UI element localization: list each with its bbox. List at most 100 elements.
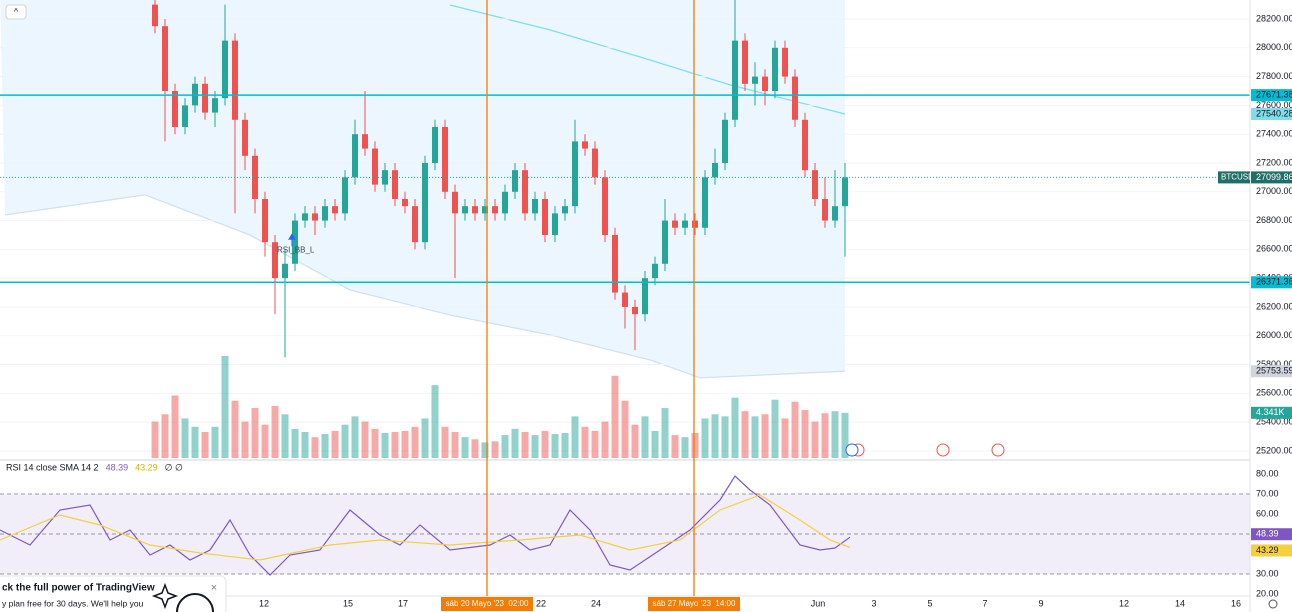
main-pane: RSI_BB_L: [0, 0, 1250, 458]
candle-body: [812, 170, 818, 199]
price-tick-label: 26000.00: [1256, 330, 1292, 340]
volume-bar: [341, 424, 349, 458]
candle-body: [202, 83, 208, 113]
volume-tag: [1251, 406, 1292, 419]
volume-bar: [581, 426, 589, 458]
candle-body: [302, 213, 308, 221]
volume-bar: [151, 421, 159, 458]
time-tick-label: 14: [1175, 598, 1185, 608]
rsi-line: [0, 494, 851, 561]
volume-bar: [321, 434, 329, 458]
candle-body: [452, 191, 458, 214]
candle-body: [742, 40, 748, 84]
volume-bar: [391, 431, 399, 458]
rsi-tick-label: 80.00: [1256, 468, 1279, 478]
collapse-icon[interactable]: ^: [14, 6, 19, 16]
volume-bar: [161, 414, 169, 458]
candle-body: [482, 206, 488, 214]
symbol-tag-label: BTCUSD: [1221, 173, 1254, 182]
bb-lower-tag: [1251, 365, 1292, 378]
volume-bar: [191, 426, 199, 458]
volume-bar: [241, 421, 249, 458]
rsi-tag: [1251, 544, 1292, 557]
candle-body: [502, 191, 508, 214]
candle-body: [332, 206, 338, 214]
candle-body: [782, 47, 788, 77]
rsi-tick-label: 70.00: [1256, 488, 1279, 498]
candle-body: [582, 141, 588, 149]
volume-bar: [251, 408, 259, 458]
candle-body: [232, 40, 238, 120]
candle-body: [432, 126, 438, 163]
price-tick-label: 28200.00: [1256, 13, 1292, 23]
candle-body: [642, 278, 648, 315]
rsi-legend: 43.29: [135, 462, 158, 472]
bb-lower-tag-label: 25753.59: [1256, 366, 1292, 376]
candle-body: [752, 76, 758, 84]
candle-body: [402, 198, 408, 207]
candle-body: [512, 170, 518, 192]
rsi-pane: [0, 475, 1250, 576]
candle-body: [422, 162, 428, 243]
volume-bar: [691, 433, 699, 458]
candle-body: [762, 76, 768, 91]
volume-bar: [651, 430, 659, 458]
volume-bar: [211, 426, 219, 458]
volume-bar: [471, 439, 479, 458]
volume-bar: [831, 411, 839, 458]
volume-bar: [711, 414, 719, 458]
volume-bar: [641, 416, 649, 458]
collapse-button[interactable]: [5, 4, 27, 20]
alert-label: RSI_BB_L: [277, 245, 315, 254]
price-tick-label: 26200.00: [1256, 301, 1292, 311]
volume-bar: [431, 385, 439, 458]
candle-body: [802, 119, 808, 171]
rsi-legend: RSI 14 close SMA 14 2: [6, 462, 99, 472]
candle-body: [352, 134, 358, 178]
candle-body: [392, 170, 398, 199]
candle-body: [592, 148, 598, 178]
volume-bar: [541, 430, 549, 458]
time-tick-label: 17: [398, 598, 408, 608]
promo-popup: [0, 575, 227, 612]
time-tick-label: 12: [1119, 598, 1129, 608]
rsi-tick-label: 30.00: [1256, 568, 1279, 578]
rsi-tag-label: 48.39: [1256, 529, 1279, 539]
candle-body: [172, 90, 178, 127]
rsi-legend: 48.39: [106, 462, 129, 472]
volume-bar: [841, 412, 849, 458]
last-price-tag: [1251, 171, 1292, 184]
candle-body: [412, 206, 418, 243]
volume-bar: [801, 410, 809, 458]
volume-bar: [591, 430, 599, 458]
volume-bar: [221, 355, 229, 458]
time-marker-tag: [648, 597, 740, 611]
event-icons: [845, 443, 1005, 457]
volume-bar: [511, 428, 519, 458]
volume-bar: [271, 405, 279, 458]
candle-body: [322, 206, 328, 221]
volume-bar: [571, 416, 579, 458]
price-tag: [1251, 276, 1292, 289]
candle-body: [792, 76, 798, 120]
promo-close[interactable]: ×: [211, 582, 217, 594]
price-tick-label: 27200.00: [1256, 157, 1292, 167]
candle-body: [722, 119, 728, 163]
volume-bar: [721, 416, 729, 458]
price-tick-label: 25800.00: [1256, 359, 1292, 369]
volume-bar: [561, 433, 569, 458]
volume-bar: [181, 418, 189, 458]
bb-basis-tag-label: 27540.28: [1256, 108, 1292, 118]
volume-bar: [681, 437, 689, 458]
price-tick-label: 25200.00: [1256, 445, 1292, 455]
volume-bar: [281, 414, 289, 458]
time-tick-label: 3: [871, 598, 876, 608]
bb-basis-tag: [1251, 107, 1292, 120]
candle-body: [442, 126, 448, 192]
settings-icon[interactable]: [1268, 599, 1278, 609]
price-tick-label: 27400.00: [1256, 129, 1292, 139]
candle-body: [222, 40, 228, 99]
candle-body: [772, 47, 778, 91]
candle-body: [152, 4, 158, 27]
